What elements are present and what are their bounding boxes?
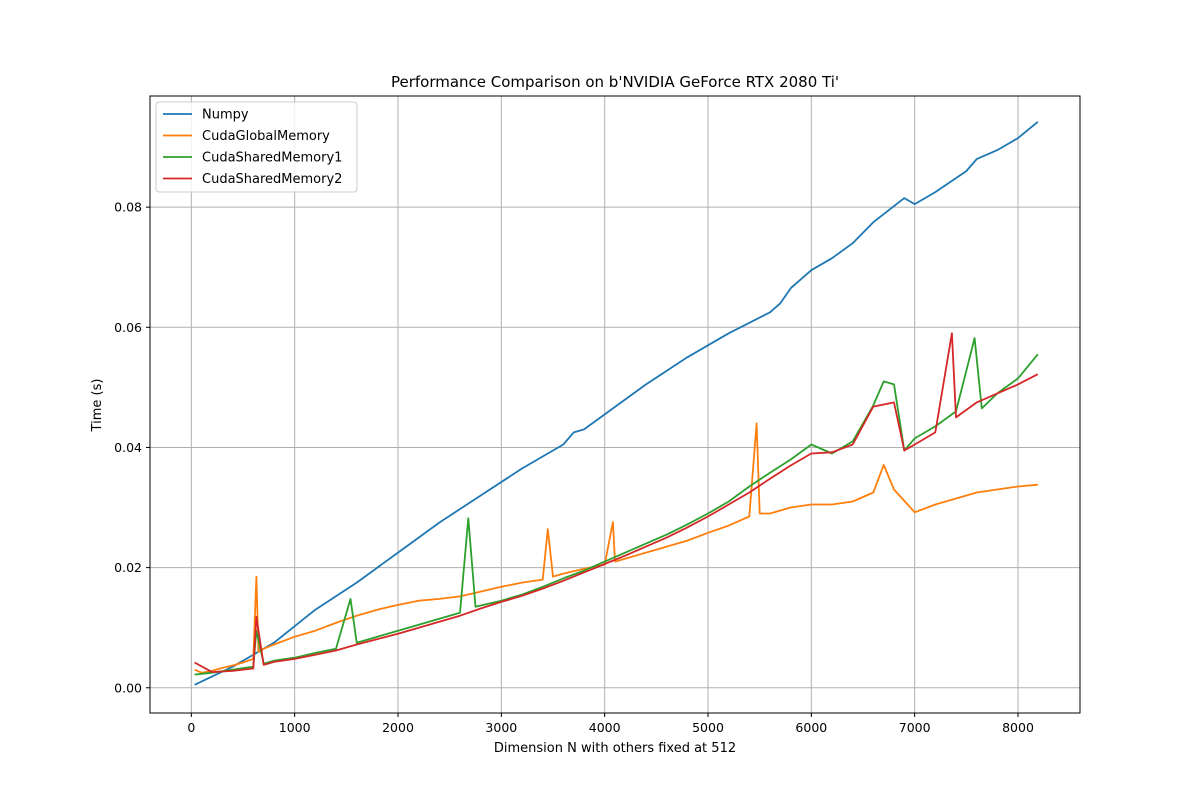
y-tick-label: 0.08 [114, 200, 142, 215]
legend-label-cudaglobalmemory: CudaGlobalMemory [202, 129, 330, 144]
y-tick-label: 0.02 [114, 560, 142, 575]
series-line-numpy [194, 121, 1039, 686]
y-tick-label: 0.04 [114, 440, 142, 455]
x-tick-label: 2000 [382, 720, 414, 735]
plot-frame [149, 95, 1081, 714]
legend-label-cudasharedmemory2: CudaSharedMemory2 [202, 172, 342, 187]
x-tick-label: 7000 [899, 720, 931, 735]
y-tick-label: 0.06 [114, 320, 142, 335]
series-line-cudasharedmemory2 [194, 332, 1039, 673]
series-lines [194, 121, 1039, 686]
x-tick-label: 6000 [795, 720, 827, 735]
x-axis-ticks: 0 1000 2000 3000 4000 5000 6000 7000 8000 [187, 713, 1034, 735]
x-tick-label: 3000 [485, 720, 517, 735]
legend-box [155, 101, 358, 193]
series-line-cudaglobalmemory [194, 422, 1038, 674]
legend: Numpy CudaGlobalMemory CudaSharedMemory1 Cu… [155, 101, 358, 193]
y-tick-label: 0.00 [114, 680, 142, 695]
grid [150, 96, 1080, 713]
legend-label-numpy: Numpy [202, 108, 249, 123]
chart-title: Performance Comparison on b'NVIDIA GeFor… [391, 73, 839, 91]
x-axis-label: Dimension N with others fixed at 512 [494, 741, 736, 756]
y-axis-label: Time (s) [90, 379, 105, 433]
x-tick-label: 5000 [692, 720, 724, 735]
x-tick-label: 8000 [1002, 720, 1034, 735]
x-tick-label: 1000 [279, 720, 311, 735]
legend-label-cudasharedmemory1: CudaSharedMemory1 [202, 151, 342, 166]
y-axis-ticks: 0.00 0.02 0.04 0.06 0.08 [114, 200, 150, 695]
x-tick-label: 4000 [589, 720, 621, 735]
x-tick-label: 0 [187, 720, 195, 735]
